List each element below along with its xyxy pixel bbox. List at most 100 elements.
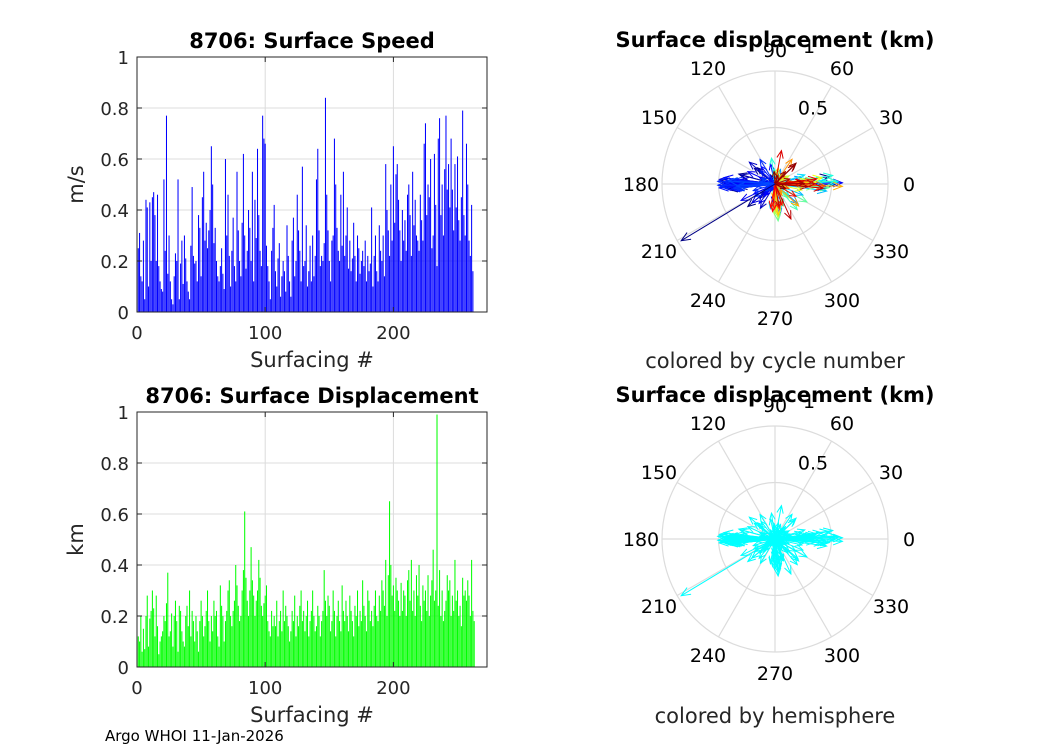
bar bbox=[318, 616, 320, 667]
bar bbox=[137, 636, 139, 667]
bar bbox=[342, 171, 344, 312]
bar bbox=[185, 616, 187, 667]
bar bbox=[196, 281, 198, 312]
bar bbox=[199, 621, 201, 667]
bar bbox=[335, 184, 337, 312]
bar bbox=[337, 600, 339, 667]
bar bbox=[460, 197, 462, 312]
bar bbox=[345, 600, 347, 667]
bar bbox=[324, 600, 326, 667]
bar bbox=[209, 641, 211, 667]
bar bbox=[390, 565, 392, 667]
bar bbox=[455, 207, 457, 312]
bar bbox=[446, 189, 448, 312]
bar bbox=[422, 585, 424, 667]
bar bbox=[222, 616, 224, 667]
bar bbox=[436, 266, 438, 312]
bar bbox=[191, 187, 193, 312]
bar bbox=[278, 243, 280, 312]
bar bbox=[207, 590, 209, 667]
bar bbox=[381, 261, 383, 312]
bar bbox=[405, 616, 407, 667]
bar bbox=[362, 250, 364, 312]
bar bbox=[467, 580, 469, 667]
bar bbox=[144, 299, 146, 312]
bar bbox=[424, 590, 426, 667]
bar bbox=[328, 261, 330, 312]
bar bbox=[418, 250, 420, 312]
bar bbox=[207, 248, 209, 312]
bar bbox=[203, 636, 205, 667]
bar bbox=[271, 250, 273, 312]
bar bbox=[263, 138, 265, 312]
bar bbox=[151, 590, 153, 667]
displacement-arrow bbox=[751, 183, 776, 192]
bar bbox=[362, 580, 364, 667]
displacement-arrow bbox=[774, 529, 779, 540]
angle-label: 0 bbox=[903, 529, 915, 551]
displacement-arrow bbox=[774, 183, 798, 198]
bar bbox=[463, 595, 465, 667]
bar bbox=[323, 570, 325, 667]
angle-label: 90 bbox=[763, 395, 787, 417]
bar bbox=[176, 621, 178, 667]
bar bbox=[181, 631, 183, 667]
bar bbox=[153, 608, 155, 667]
bar bbox=[398, 199, 400, 312]
bar bbox=[168, 235, 170, 312]
bar bbox=[292, 217, 294, 312]
bar bbox=[237, 605, 239, 667]
bar bbox=[437, 605, 439, 667]
bar bbox=[374, 590, 376, 667]
bar bbox=[236, 585, 238, 667]
bar bbox=[368, 271, 370, 312]
bar bbox=[201, 616, 203, 667]
bar bbox=[431, 580, 433, 667]
displacement-arrow bbox=[774, 538, 787, 544]
bar bbox=[386, 210, 388, 312]
bar bbox=[140, 276, 142, 312]
bar bbox=[158, 654, 160, 667]
bar bbox=[327, 595, 329, 667]
bar bbox=[385, 559, 387, 667]
bar bbox=[301, 166, 303, 312]
bar bbox=[140, 616, 142, 667]
bar bbox=[427, 575, 429, 667]
bar bbox=[314, 631, 316, 667]
bar bbox=[373, 605, 375, 667]
bar bbox=[436, 414, 438, 667]
bar bbox=[330, 281, 332, 312]
bar bbox=[428, 197, 430, 312]
bar bbox=[446, 575, 448, 667]
bar bbox=[464, 590, 466, 667]
bar bbox=[348, 631, 350, 667]
bar bbox=[348, 268, 350, 312]
bar bbox=[259, 577, 261, 667]
bar bbox=[457, 590, 459, 667]
bar bbox=[305, 225, 307, 312]
bar bbox=[269, 299, 271, 312]
bar bbox=[240, 616, 242, 667]
displacement-arrow bbox=[680, 183, 776, 242]
bar bbox=[189, 299, 191, 312]
bar bbox=[232, 217, 234, 312]
bar bbox=[276, 286, 278, 312]
bar bbox=[459, 240, 461, 312]
bar bbox=[358, 626, 360, 667]
bar bbox=[260, 266, 262, 312]
bar bbox=[382, 590, 384, 667]
bar bbox=[273, 204, 275, 312]
bar bbox=[218, 646, 220, 667]
bar bbox=[353, 636, 355, 667]
bar bbox=[198, 215, 200, 312]
bar bbox=[260, 605, 262, 667]
bar bbox=[305, 616, 307, 667]
bar bbox=[285, 605, 287, 667]
bar bbox=[414, 199, 416, 312]
y-tick-label: 0.2 bbox=[100, 607, 129, 628]
bar bbox=[233, 266, 235, 312]
bar bbox=[377, 621, 379, 667]
bar bbox=[404, 220, 406, 312]
bar bbox=[365, 631, 367, 667]
bar bbox=[199, 227, 201, 312]
